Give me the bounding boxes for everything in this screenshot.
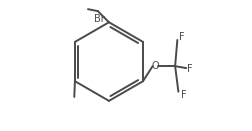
Text: O: O <box>152 61 159 71</box>
Text: F: F <box>179 32 185 42</box>
Text: F: F <box>187 64 193 74</box>
Text: Br: Br <box>94 14 105 24</box>
Text: F: F <box>181 90 187 100</box>
